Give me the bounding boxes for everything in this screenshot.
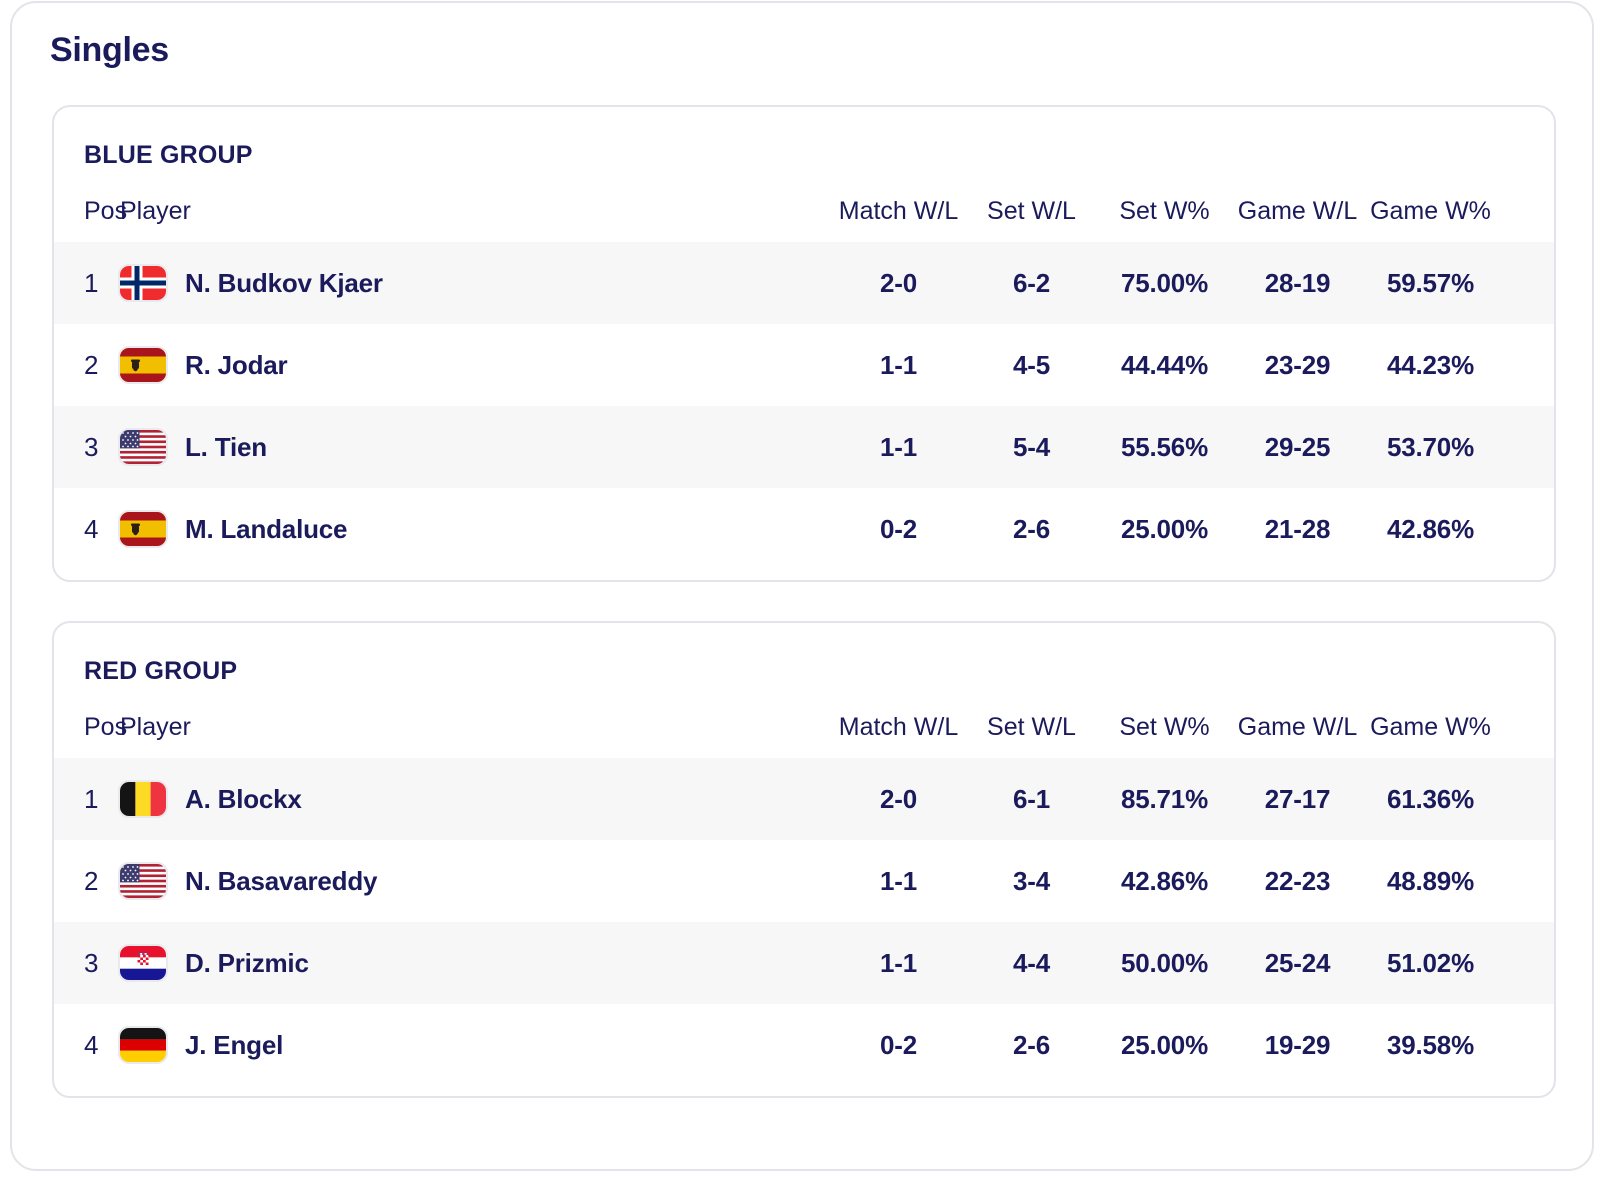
flag-belgium-icon xyxy=(120,782,166,816)
table-row: 2 R. Jodar 1-1 4-5 44.44% 23-29 44.23% xyxy=(54,324,1554,406)
flag-usa-icon xyxy=(120,430,166,464)
position-value: 2 xyxy=(84,349,99,380)
player-name: N. Basavareddy xyxy=(185,865,378,896)
player-name: A. Blockx xyxy=(185,783,302,814)
game-wl-value: 25-24 xyxy=(1264,947,1331,978)
game-pct-value: 44.23% xyxy=(1387,349,1474,380)
group-card-blue: BLUE GROUP Pos Player Match W/L Set W/L … xyxy=(52,105,1556,582)
column-header-game-wl: Game W/L xyxy=(1237,713,1358,741)
player-name: M. Landaluce xyxy=(185,513,348,544)
game-wl-value: 28-19 xyxy=(1264,267,1331,298)
game-wl-value: 21-28 xyxy=(1264,513,1331,544)
match-wl-value: 1-1 xyxy=(880,431,917,462)
table-row: 2 N. Basavareddy 1-1 3-4 42.86% 22-23 48… xyxy=(54,840,1554,922)
flag-usa-icon xyxy=(120,864,166,898)
set-pct-value: 25.00% xyxy=(1121,513,1208,544)
column-header-match-wl: Match W/L xyxy=(838,197,959,225)
game-wl-value: 19-29 xyxy=(1264,1029,1331,1060)
player-name: R. Jodar xyxy=(185,349,288,380)
player-name: D. Prizmic xyxy=(185,947,309,978)
game-pct-value: 59.57% xyxy=(1387,267,1474,298)
table-body: 1 N. Budkov Kjaer 2-0 6-2 75.00% 28-19 5… xyxy=(54,242,1554,570)
set-pct-value: 85.71% xyxy=(1121,783,1208,814)
player-name: J. Engel xyxy=(185,1029,284,1060)
set-pct-value: 75.00% xyxy=(1121,267,1208,298)
column-header-set-wl: Set W/L xyxy=(987,713,1076,741)
position-value: 4 xyxy=(84,1029,99,1060)
column-header-pos: Pos xyxy=(84,197,128,225)
game-wl-value: 27-17 xyxy=(1264,783,1331,814)
page-title: Singles xyxy=(50,31,169,69)
column-header-game-wl: Game W/L xyxy=(1237,197,1358,225)
game-pct-value: 53.70% xyxy=(1387,431,1474,462)
column-header-set-pct: Set W% xyxy=(1119,713,1210,741)
column-header-pos: Pos xyxy=(84,713,128,741)
set-wl-value: 2-6 xyxy=(1013,1029,1050,1060)
game-pct-value: 39.58% xyxy=(1387,1029,1474,1060)
match-wl-value: 0-2 xyxy=(880,513,917,544)
flag-germany-icon xyxy=(120,1028,166,1062)
flag-spain-icon xyxy=(120,348,166,382)
set-pct-value: 50.00% xyxy=(1121,947,1208,978)
game-wl-value: 29-25 xyxy=(1264,431,1331,462)
position-value: 1 xyxy=(84,783,99,814)
flag-croatia-icon xyxy=(120,946,166,980)
table-row: 3 L. Tien 1-1 5-4 55.56% 29-25 53.70% xyxy=(54,406,1554,488)
table-row: 1 N. Budkov Kjaer 2-0 6-2 75.00% 28-19 5… xyxy=(54,242,1554,324)
position-value: 3 xyxy=(84,431,99,462)
player-name: L. Tien xyxy=(185,431,267,462)
table-body: 1 A. Blockx 2-0 6-1 85.71% 27-17 61.36% … xyxy=(54,758,1554,1086)
table-header-row: Pos Player Match W/L Set W/L Set W% Game… xyxy=(54,684,1554,758)
group-title-blue: BLUE GROUP xyxy=(84,141,253,169)
position-value: 4 xyxy=(84,513,99,544)
column-header-game-pct: Game W% xyxy=(1370,197,1491,225)
match-wl-value: 2-0 xyxy=(880,783,917,814)
game-pct-value: 48.89% xyxy=(1387,865,1474,896)
column-header-set-wl: Set W/L xyxy=(987,197,1076,225)
game-pct-value: 61.36% xyxy=(1387,783,1474,814)
player-name: N. Budkov Kjaer xyxy=(185,267,383,298)
match-wl-value: 1-1 xyxy=(880,349,917,380)
set-wl-value: 4-5 xyxy=(1013,349,1050,380)
column-header-set-pct: Set W% xyxy=(1119,197,1210,225)
set-wl-value: 6-1 xyxy=(1013,783,1050,814)
position-value: 2 xyxy=(84,865,99,896)
group-title-red: RED GROUP xyxy=(84,657,238,685)
table-row: 3 D. Prizmic 1-1 4-4 50.00% 25-24 51.02% xyxy=(54,922,1554,1004)
match-wl-value: 1-1 xyxy=(880,947,917,978)
table-row: 4 J. Engel 0-2 2-6 25.00% 19-29 39.58% xyxy=(54,1004,1554,1086)
set-pct-value: 44.44% xyxy=(1121,349,1208,380)
set-pct-value: 42.86% xyxy=(1121,865,1208,896)
flag-norway-icon xyxy=(120,266,166,300)
table-row: 4 M. Landaluce 0-2 2-6 25.00% 21-28 42.8… xyxy=(54,488,1554,570)
group-card-red: RED GROUP Pos Player Match W/L Set W/L S… xyxy=(52,621,1556,1098)
set-wl-value: 6-2 xyxy=(1013,267,1050,298)
game-wl-value: 23-29 xyxy=(1264,349,1331,380)
match-wl-value: 1-1 xyxy=(880,865,917,896)
game-pct-value: 42.86% xyxy=(1387,513,1474,544)
column-header-match-wl: Match W/L xyxy=(838,713,959,741)
position-value: 3 xyxy=(84,947,99,978)
match-wl-value: 2-0 xyxy=(880,267,917,298)
set-pct-value: 55.56% xyxy=(1121,431,1208,462)
set-wl-value: 4-4 xyxy=(1013,947,1050,978)
position-value: 1 xyxy=(84,267,99,298)
match-wl-value: 0-2 xyxy=(880,1029,917,1060)
set-wl-value: 5-4 xyxy=(1013,431,1050,462)
column-header-player: Player xyxy=(120,713,191,741)
table-header-row: Pos Player Match W/L Set W/L Set W% Game… xyxy=(54,168,1554,242)
flag-spain-icon xyxy=(120,512,166,546)
set-wl-value: 2-6 xyxy=(1013,513,1050,544)
column-header-game-pct: Game W% xyxy=(1370,713,1491,741)
column-header-player: Player xyxy=(120,197,191,225)
table-row: 1 A. Blockx 2-0 6-1 85.71% 27-17 61.36% xyxy=(54,758,1554,840)
set-wl-value: 3-4 xyxy=(1013,865,1050,896)
game-pct-value: 51.02% xyxy=(1387,947,1474,978)
game-wl-value: 22-23 xyxy=(1264,865,1331,896)
set-pct-value: 25.00% xyxy=(1121,1029,1208,1060)
standings-content: Singles BLUE GROUP Pos Player Match W/L … xyxy=(0,33,1602,1098)
